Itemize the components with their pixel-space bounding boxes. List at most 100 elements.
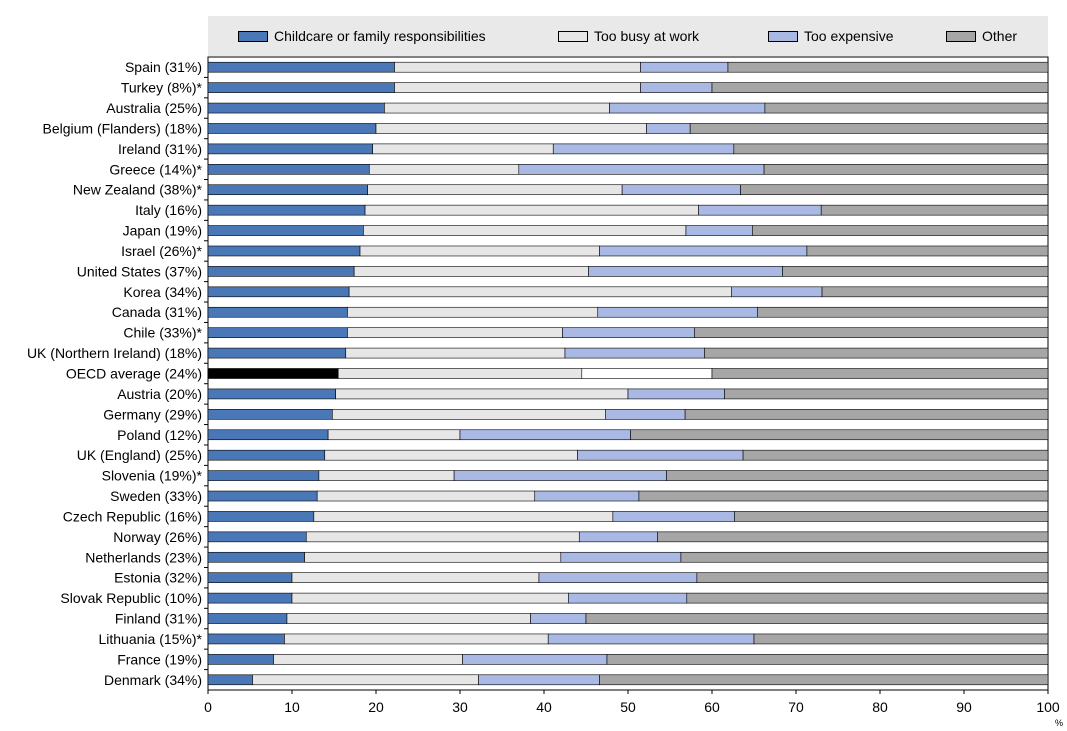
category-label-28: Lithuania (15%)* bbox=[98, 631, 202, 647]
category-label-3: Belgium (Flanders) (18%) bbox=[43, 121, 203, 137]
bar-too-busy-24 bbox=[304, 551, 562, 563]
bar-childcare-4 bbox=[207, 143, 373, 155]
bar-too-expensive-6 bbox=[621, 184, 741, 196]
bar-too-expensive-5 bbox=[518, 164, 765, 175]
bar-too-expensive-26 bbox=[568, 592, 688, 604]
category-label-16: Austria (20%) bbox=[117, 386, 202, 402]
bar-too-busy-5 bbox=[368, 164, 520, 175]
bar-childcare-15 bbox=[207, 368, 339, 379]
bar-childcare-0 bbox=[207, 61, 395, 73]
bar-too-busy-9 bbox=[359, 245, 600, 257]
x-tick-label-0: 0 bbox=[204, 699, 212, 715]
x-unit-label: % bbox=[1055, 718, 1063, 728]
bar-too-expensive-24 bbox=[560, 551, 682, 563]
bar-too-busy-17 bbox=[332, 409, 606, 420]
category-label-13: Chile (33%)* bbox=[123, 325, 202, 341]
legend-swatch-busy bbox=[558, 31, 588, 42]
bar-childcare-25 bbox=[207, 572, 293, 583]
x-tick-label-3: 30 bbox=[452, 699, 468, 715]
bar-other-7 bbox=[820, 204, 1049, 216]
bar-too-busy-27 bbox=[286, 613, 531, 624]
category-label-12: Canada (31%) bbox=[112, 304, 202, 320]
bar-too-busy-12 bbox=[347, 306, 599, 318]
category-label-9: Israel (26%)* bbox=[121, 243, 202, 259]
chart-legend: Childcare or family responsibilities Too… bbox=[208, 16, 1048, 56]
legend-label-busy: Too busy at work bbox=[594, 28, 700, 44]
category-label-27: Finland (31%) bbox=[115, 611, 202, 627]
bar-too-expensive-13 bbox=[562, 327, 695, 338]
legend-label-other: Other bbox=[982, 28, 1018, 44]
bar-too-busy-22 bbox=[313, 511, 614, 522]
category-label-26: Slovak Republic (10%) bbox=[60, 590, 202, 606]
bar-other-5 bbox=[763, 164, 1049, 175]
category-label-6: New Zealand (38%)* bbox=[73, 182, 203, 198]
bar-too-busy-2 bbox=[384, 102, 610, 114]
bar-too-expensive-4 bbox=[552, 143, 735, 155]
bar-too-expensive-29 bbox=[462, 654, 608, 665]
bar-too-expensive-30 bbox=[478, 674, 600, 686]
category-label-14: UK (Northern Ireland) (18%) bbox=[27, 345, 202, 361]
bar-other-12 bbox=[757, 306, 1049, 318]
bar-too-busy-28 bbox=[284, 633, 549, 645]
bar-childcare-26 bbox=[207, 592, 293, 604]
x-tick-label-7: 70 bbox=[788, 699, 804, 715]
bar-other-13 bbox=[694, 327, 1049, 338]
category-label-29: France (19%) bbox=[117, 651, 202, 667]
category-label-25: Estonia (32%) bbox=[114, 570, 202, 586]
bar-other-28 bbox=[753, 633, 1049, 645]
bar-too-expensive-18 bbox=[459, 429, 631, 441]
bar-group bbox=[204, 56, 1049, 691]
bar-other-14 bbox=[704, 347, 1049, 359]
bar-too-busy-18 bbox=[327, 429, 461, 441]
bar-too-expensive-19 bbox=[577, 449, 744, 461]
x-tick-label-4: 40 bbox=[536, 699, 552, 715]
bar-other-15 bbox=[711, 368, 1049, 379]
bar-childcare-1 bbox=[207, 82, 395, 93]
x-tick-label-1: 10 bbox=[284, 699, 300, 715]
category-label-5: Greece (14%)* bbox=[109, 161, 202, 177]
bar-too-busy-3 bbox=[375, 123, 647, 134]
bar-other-24 bbox=[680, 551, 1049, 563]
bar-childcare-28 bbox=[207, 633, 285, 645]
bar-too-busy-4 bbox=[372, 143, 554, 155]
bar-too-expensive-14 bbox=[564, 347, 705, 359]
bar-childcare-27 bbox=[207, 613, 288, 624]
bar-too-busy-7 bbox=[364, 204, 699, 216]
bar-other-20 bbox=[666, 470, 1049, 481]
bar-other-27 bbox=[585, 613, 1049, 624]
bar-too-expensive-28 bbox=[547, 633, 755, 645]
category-label-23: Norway (26%) bbox=[113, 529, 202, 545]
bar-childcare-12 bbox=[207, 306, 348, 318]
bar-too-expensive-16 bbox=[627, 388, 725, 400]
bar-too-busy-25 bbox=[291, 572, 540, 583]
category-label-22: Czech Republic (16%) bbox=[63, 508, 202, 524]
x-tick-label-10: 100 bbox=[1036, 699, 1060, 715]
category-label-11: Korea (34%) bbox=[123, 284, 202, 300]
x-tick-label-8: 80 bbox=[872, 699, 888, 715]
x-tick-label-2: 20 bbox=[368, 699, 384, 715]
bar-too-expensive-20 bbox=[453, 470, 667, 481]
bar-too-expensive-9 bbox=[599, 245, 808, 257]
category-label-1: Turkey (8%)* bbox=[121, 80, 203, 96]
bar-too-expensive-8 bbox=[685, 225, 753, 236]
bar-childcare-9 bbox=[207, 245, 361, 257]
bar-childcare-20 bbox=[207, 470, 320, 481]
bar-childcare-2 bbox=[207, 102, 385, 114]
bar-too-expensive-27 bbox=[530, 613, 587, 624]
category-label-19: UK (England) (25%) bbox=[77, 447, 202, 463]
bar-too-expensive-10 bbox=[588, 266, 783, 277]
bar-too-busy-10 bbox=[353, 266, 589, 277]
bar-childcare-13 bbox=[207, 327, 348, 338]
category-label-7: Italy (16%) bbox=[135, 202, 202, 218]
bar-too-busy-14 bbox=[345, 347, 566, 359]
bar-too-busy-0 bbox=[394, 61, 641, 73]
category-label-8: Japan (19%) bbox=[123, 223, 202, 239]
bar-childcare-23 bbox=[207, 531, 307, 543]
bar-childcare-5 bbox=[207, 164, 370, 175]
bar-childcare-29 bbox=[207, 654, 274, 665]
bar-too-busy-6 bbox=[367, 184, 623, 196]
bar-other-1 bbox=[711, 82, 1049, 93]
bar-too-expensive-15 bbox=[581, 368, 713, 379]
bar-too-busy-11 bbox=[348, 286, 732, 298]
category-label-18: Poland (12%) bbox=[117, 427, 202, 443]
